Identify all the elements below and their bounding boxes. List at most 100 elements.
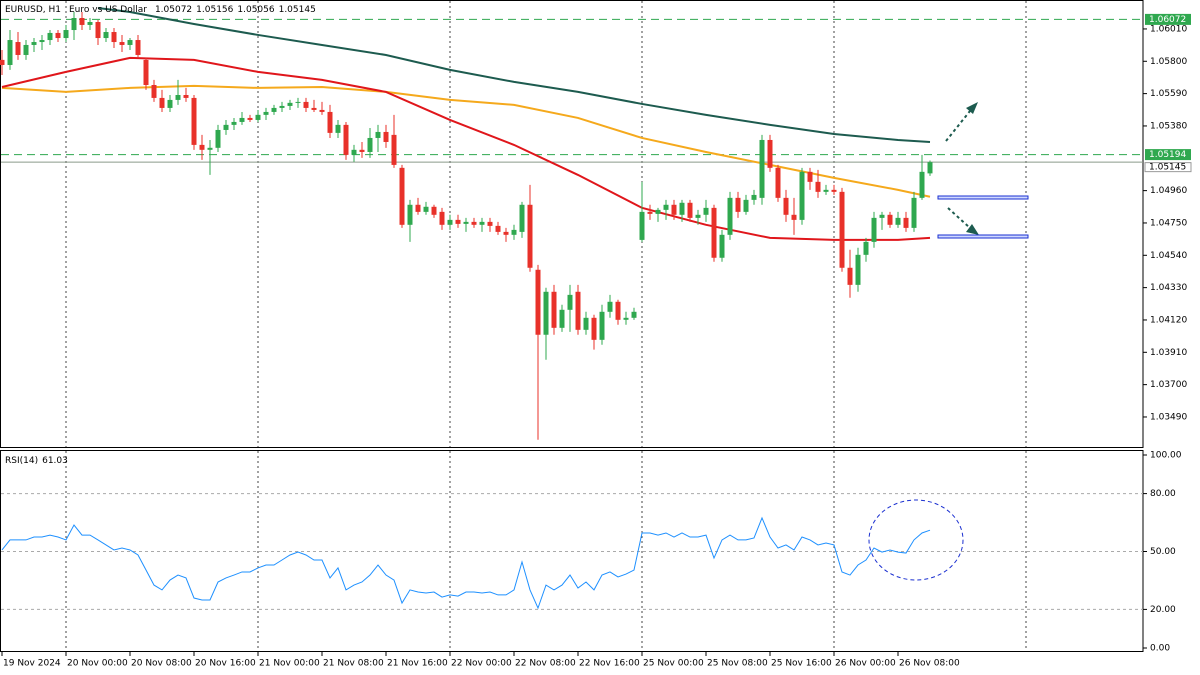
candle-body bbox=[415, 204, 421, 212]
candle-body bbox=[111, 32, 117, 43]
candle-body bbox=[727, 197, 733, 235]
candle-body bbox=[7, 40, 13, 65]
candle-body bbox=[39, 40, 45, 43]
candle-body bbox=[847, 267, 853, 285]
candle-body bbox=[639, 211, 645, 240]
x-tick-label: 22 Nov 08:00 bbox=[515, 659, 576, 669]
candle-body bbox=[87, 22, 93, 25]
rsi-title: RSI(14) bbox=[5, 456, 38, 466]
candle-body bbox=[287, 102, 293, 106]
up-arrow-shaft bbox=[945, 110, 971, 142]
candle-body bbox=[471, 221, 477, 225]
candle-body bbox=[799, 171, 805, 220]
candle-body bbox=[519, 204, 525, 232]
candle-body bbox=[591, 317, 597, 340]
candle-body bbox=[455, 219, 461, 224]
candle-body bbox=[63, 30, 69, 39]
candle-body bbox=[655, 209, 661, 214]
y-tick-label: 20.00 bbox=[1150, 605, 1176, 615]
y-tick-label: 1.04120 bbox=[1150, 315, 1187, 325]
candle-body bbox=[439, 211, 445, 225]
candle-body bbox=[103, 32, 109, 39]
level-label: 1.06072 bbox=[1149, 15, 1186, 25]
candle-body bbox=[199, 144, 205, 150]
candle-body bbox=[855, 254, 861, 285]
x-tick-label: 20 Nov 00:00 bbox=[67, 659, 128, 669]
description: Euro vs US Dollar bbox=[69, 5, 147, 15]
y-tick-label: 1.03910 bbox=[1150, 348, 1187, 358]
y-tick-label: 0.00 bbox=[1150, 644, 1170, 654]
y-tick-label: 1.06010 bbox=[1150, 24, 1187, 34]
candle-body bbox=[151, 84, 157, 98]
candle-body bbox=[623, 317, 629, 320]
candle-body bbox=[503, 231, 509, 235]
x-tick-label: 22 Nov 00:00 bbox=[451, 659, 512, 669]
candle-body bbox=[191, 97, 197, 145]
candle-body bbox=[823, 189, 829, 192]
candle-body bbox=[839, 191, 845, 268]
candle-body bbox=[927, 162, 933, 174]
candle-body bbox=[23, 44, 29, 55]
candle-body bbox=[207, 147, 213, 150]
candle-body bbox=[743, 199, 749, 212]
level-label-box bbox=[1145, 149, 1191, 161]
down-arrow-shaft bbox=[947, 207, 971, 229]
candle-body bbox=[607, 301, 613, 312]
candle-body bbox=[79, 18, 85, 25]
candle-body bbox=[543, 291, 549, 335]
candle-body bbox=[447, 219, 453, 225]
candle-body bbox=[615, 301, 621, 320]
candle-body bbox=[359, 149, 365, 152]
candle-body bbox=[239, 117, 245, 122]
candle-body bbox=[903, 217, 909, 228]
candle-body bbox=[0, 59, 5, 65]
candle-body bbox=[599, 311, 605, 340]
candle-body bbox=[119, 42, 125, 45]
y-tick-label: 1.05800 bbox=[1150, 57, 1187, 67]
candle-body bbox=[719, 234, 725, 258]
candle-body bbox=[695, 214, 701, 218]
candle-body bbox=[511, 229, 517, 235]
x-tick-label: 20 Nov 16:00 bbox=[195, 659, 256, 669]
candle-body bbox=[807, 171, 813, 182]
x-tick-label: 25 Nov 00:00 bbox=[643, 659, 704, 669]
candle-body bbox=[47, 32, 53, 41]
candle-body bbox=[55, 32, 61, 39]
x-tick-label: 19 Nov 2024 bbox=[3, 659, 61, 669]
resistance-marker bbox=[937, 195, 1029, 200]
support-marker bbox=[937, 234, 1029, 239]
moving-average bbox=[1, 56, 931, 241]
candle-body bbox=[335, 124, 341, 133]
chart-header: EURUSD, H1 Euro vs US Dollar 1.05072 1.0515… bbox=[5, 5, 316, 15]
y-tick-label: 100.00 bbox=[1150, 451, 1182, 461]
candle-body bbox=[791, 214, 797, 220]
candle-body bbox=[863, 241, 869, 255]
candle-body bbox=[815, 181, 821, 192]
y-tick-label: 1.05380 bbox=[1150, 121, 1187, 131]
candle-body bbox=[551, 291, 557, 328]
x-tick-label: 21 Nov 16:00 bbox=[387, 659, 448, 669]
candle-body bbox=[367, 137, 373, 152]
candle-body bbox=[319, 109, 325, 112]
y-tick-label: 1.04750 bbox=[1150, 218, 1187, 228]
candle-body bbox=[911, 197, 917, 228]
candle-body bbox=[527, 204, 533, 268]
bar-open: 1.05072 bbox=[155, 5, 192, 15]
candle-body bbox=[703, 207, 709, 215]
candle-body bbox=[879, 214, 885, 218]
y-tick-label: 1.04960 bbox=[1150, 186, 1187, 196]
candle-body bbox=[671, 204, 677, 215]
rsi-line bbox=[1, 516, 931, 610]
down-arrow-head bbox=[966, 224, 979, 235]
candle-body bbox=[247, 117, 253, 120]
candle-body bbox=[647, 211, 653, 214]
candle-body bbox=[71, 18, 77, 31]
candle-body bbox=[871, 217, 877, 242]
bar-low: 1.05056 bbox=[237, 5, 274, 15]
x-tick-label: 21 Nov 00:00 bbox=[259, 659, 320, 669]
candle-body bbox=[567, 294, 573, 310]
x-tick-label: 25 Nov 08:00 bbox=[707, 659, 768, 669]
y-tick-label: 1.05590 bbox=[1150, 89, 1187, 99]
x-tick-label: 26 Nov 08:00 bbox=[899, 659, 960, 669]
